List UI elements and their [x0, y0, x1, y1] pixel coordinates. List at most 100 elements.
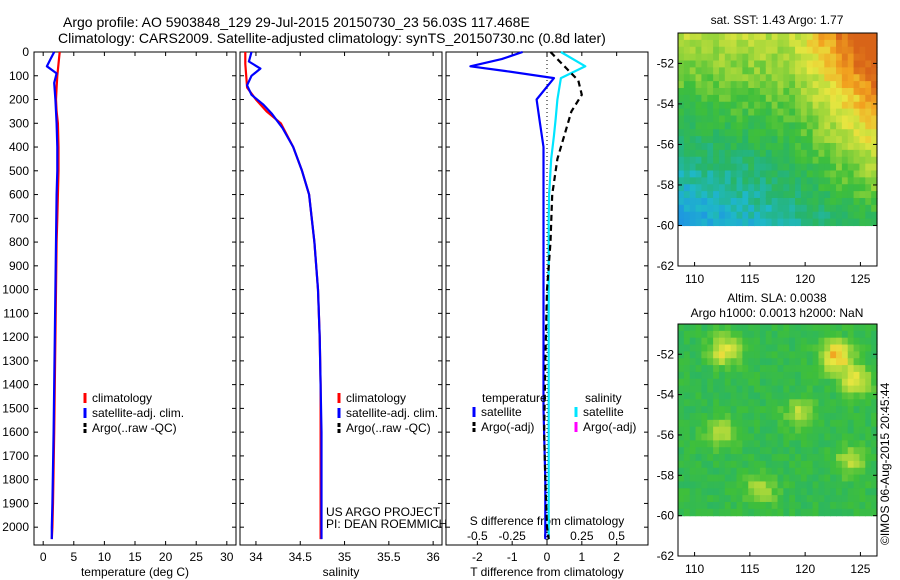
heatmap-cell: [748, 74, 755, 82]
heatmap-cell: [806, 163, 814, 172]
heatmap-cell: [818, 94, 825, 103]
heatmap-cell: [689, 87, 697, 96]
heatmap-cell: [771, 218, 779, 227]
heatmap-cell: [765, 385, 773, 394]
heatmap-cell: [847, 419, 855, 428]
heatmap-cell: [736, 115, 743, 123]
heatmap-cell: [800, 501, 808, 510]
heatmap-cell: [818, 460, 825, 469]
heatmap-cell: [830, 399, 837, 407]
heatmap-cell: [812, 81, 820, 89]
heatmap-cell: [830, 163, 837, 172]
heatmap-cell: [818, 508, 825, 517]
heatmap-cell: [765, 46, 773, 55]
heatmap-cell: [806, 142, 814, 151]
heatmap-cell: [683, 426, 691, 435]
heatmap-cell: [783, 378, 790, 387]
heatmap-cell: [695, 440, 703, 448]
heatmap-cell: [718, 406, 726, 414]
heatmap-cell: [736, 460, 743, 469]
legend-header: temperature: [482, 391, 547, 405]
heatmap-cell: [853, 74, 861, 82]
heatmap-cell: [713, 177, 720, 185]
heatmap-cell: [713, 378, 720, 387]
heatmap-cell: [695, 156, 703, 165]
heatmap-cell: [678, 501, 685, 510]
heatmap-cell: [730, 392, 738, 400]
heatmap-cell: [812, 495, 820, 503]
heatmap-cell: [783, 419, 790, 428]
heatmap-cell: [713, 101, 720, 110]
heatmap-cell: [830, 433, 837, 441]
heatmap-cell: [748, 365, 755, 373]
heatmap-cell: [771, 495, 779, 503]
heatmap-cell: [812, 101, 820, 110]
heatmap-cell: [836, 142, 843, 151]
heatmap-cell: [730, 142, 738, 151]
heatmap-cell: [695, 191, 703, 199]
heatmap-cell: [824, 74, 831, 82]
heatmap-cell: [783, 122, 790, 130]
heatmap-cell: [718, 184, 726, 192]
heatmap-cell: [871, 218, 878, 227]
heatmap-cell: [859, 419, 866, 428]
heatmap-cell: [841, 177, 849, 185]
heatmap-cell: [701, 385, 708, 394]
heatmap-cell: [771, 344, 779, 352]
heatmap-cell: [841, 433, 849, 441]
heatmap-cell: [683, 156, 691, 165]
heatmap-cell: [765, 74, 773, 82]
heatmap-cell: [724, 495, 732, 503]
heatmap-cell: [841, 170, 849, 178]
heatmap-cell: [812, 426, 820, 435]
heatmap-cell: [678, 426, 685, 435]
heatmap-cell: [777, 101, 784, 110]
heatmap-cell: [742, 163, 749, 172]
heatmap-cell: [795, 501, 802, 510]
heatmap-cell: [730, 351, 738, 359]
heatmap-cell: [678, 440, 685, 448]
heatmap-cell: [707, 67, 714, 75]
heatmap-cell: [736, 419, 743, 428]
heatmap-cell: [759, 467, 767, 476]
heatmap-cell: [871, 101, 878, 110]
heatmap-cell: [777, 211, 784, 220]
heatmap-cell: [836, 218, 843, 227]
heatmap-cell: [859, 460, 866, 469]
heatmap-cell: [859, 39, 866, 48]
heatmap-cell: [824, 94, 831, 103]
heatmap-cell: [818, 39, 825, 48]
heatmap-cell: [707, 156, 714, 165]
heatmap-cell: [783, 101, 790, 110]
heatmap-cell: [789, 156, 796, 165]
heatmap-cell: [748, 481, 755, 489]
heatmap-cell: [789, 419, 796, 428]
heatmap-cell: [841, 149, 849, 158]
heatmap-cell: [713, 501, 720, 510]
heatmap-cell: [783, 94, 790, 103]
heatmap-cell: [795, 371, 802, 380]
heatmap-cell: [777, 447, 784, 455]
heatmap-cell: [683, 60, 691, 68]
heatmap-cell: [695, 197, 703, 206]
heatmap-cell: [865, 344, 872, 352]
heatmap-cell: [765, 508, 773, 517]
heatmap-cell: [853, 53, 861, 62]
heatmap-cell: [783, 53, 790, 62]
heatmap-cell: [689, 81, 697, 89]
heatmap-cell: [713, 399, 720, 407]
heatmap-cell: [777, 177, 784, 185]
heatmap-cell: [871, 344, 878, 352]
heatmap-cell: [795, 204, 802, 213]
heatmap-cell: [771, 60, 779, 68]
y-tick-label: 2000: [2, 520, 29, 534]
top-x-tick-label: -0.25: [498, 529, 526, 543]
heatmap-cell: [859, 371, 866, 380]
legend-header: salinity: [585, 391, 622, 405]
heatmap-cell: [701, 211, 708, 220]
heatmap-cell: [771, 136, 779, 144]
heatmap-cell: [765, 378, 773, 387]
heatmap-cell: [754, 191, 761, 199]
heatmap-cell: [730, 122, 738, 130]
heatmap-cell: [818, 156, 825, 165]
